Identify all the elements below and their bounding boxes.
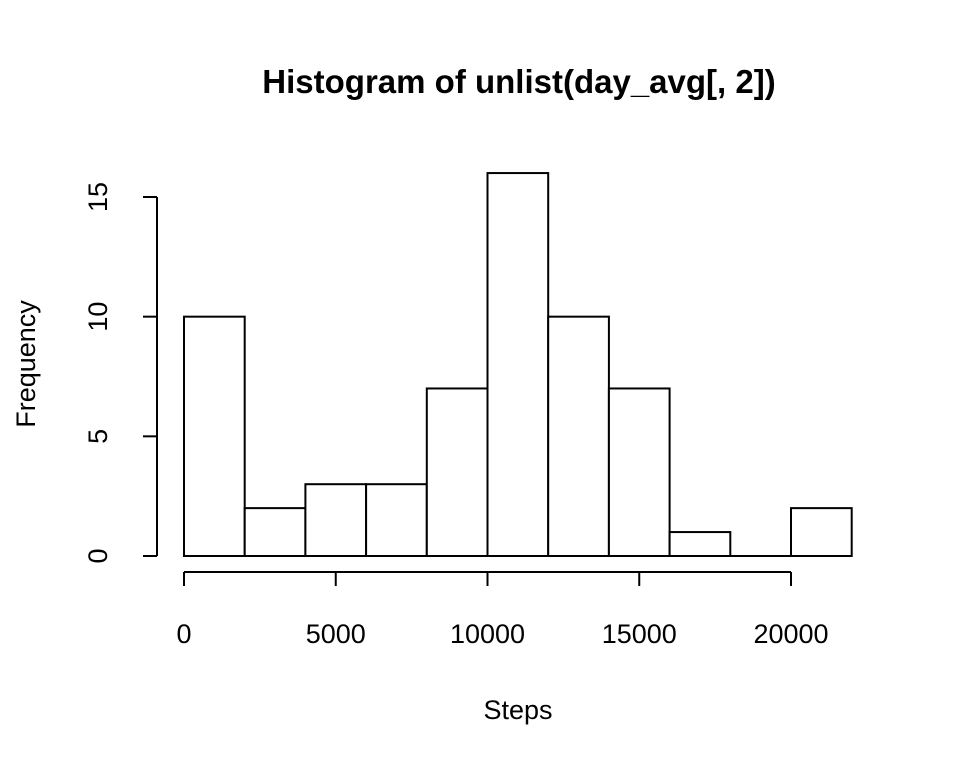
y-tick-label: 5	[83, 429, 113, 444]
histogram-bar	[365, 483, 428, 558]
histogram-bar	[425, 387, 489, 558]
x-tick-label: 20000	[753, 619, 828, 649]
y-axis: 0 5 10 15	[83, 182, 158, 564]
histogram-bar	[486, 172, 550, 557]
x-tick-label: 5000	[306, 619, 366, 649]
histogram-bar	[183, 315, 246, 557]
y-axis-label: Frequency	[11, 300, 41, 428]
x-tick-label: 10000	[450, 619, 525, 649]
bars-group	[183, 172, 853, 558]
chart-title: Histogram of unlist(day_avg[, 2])	[262, 63, 775, 100]
y-tick-label: 10	[83, 302, 113, 332]
histogram-bar	[304, 483, 368, 558]
x-tick-label: 0	[176, 619, 191, 649]
histogram-bar	[790, 507, 853, 557]
x-axis-label: Steps	[483, 695, 552, 725]
x-axis: 0 5000 10000 15000 20000	[176, 571, 829, 649]
histogram-bar	[668, 531, 732, 557]
histogram-bar	[607, 387, 671, 558]
y-tick-label: 15	[83, 182, 113, 212]
x-tick-label: 15000	[602, 619, 677, 649]
histogram-bar	[547, 315, 610, 557]
y-tick-label: 0	[83, 548, 113, 563]
histogram-bar	[243, 507, 307, 557]
